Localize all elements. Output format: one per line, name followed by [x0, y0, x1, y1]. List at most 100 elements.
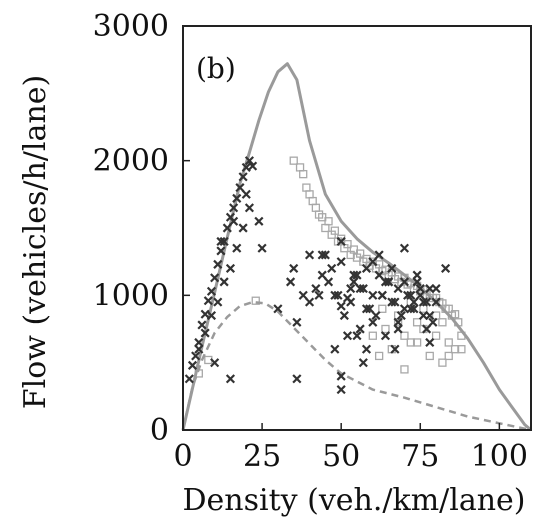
- cross-stroke: [304, 250, 315, 260]
- cross-stroke: [184, 374, 194, 384]
- cross-stroke: [213, 297, 223, 307]
- square-marker: [412, 338, 422, 347]
- cross-marker: [327, 263, 337, 273]
- square-marker: [251, 296, 260, 305]
- cross-marker: [406, 290, 416, 300]
- cross-marker: [232, 193, 242, 203]
- cross-marker: [380, 331, 391, 341]
- cross-stroke: [298, 290, 308, 300]
- cross-marker: [304, 297, 315, 307]
- cross-marker: [415, 290, 425, 300]
- cross-marker: [244, 156, 255, 166]
- axes-frame: [182, 25, 532, 431]
- cross-marker: [244, 203, 255, 213]
- cross-stroke: [418, 297, 429, 307]
- cross-marker: [346, 297, 356, 307]
- cross-marker: [361, 344, 372, 354]
- cross-marker: [380, 277, 391, 287]
- cross-marker: [248, 161, 258, 171]
- square-marker: [305, 190, 314, 199]
- cross-stroke: [422, 297, 432, 307]
- cross-marker: [229, 203, 239, 213]
- cross-marker: [225, 263, 236, 273]
- cross-stroke: [412, 270, 422, 280]
- cross-stroke: [377, 290, 387, 300]
- cross-stroke: [399, 243, 410, 253]
- cross-marker: [393, 317, 403, 327]
- cross-stroke: [412, 277, 422, 287]
- cross-marker: [336, 301, 346, 311]
- cross-stroke: [384, 277, 394, 287]
- cross-stroke: [285, 277, 296, 287]
- cross-marker: [336, 385, 346, 395]
- square-marker: [393, 272, 403, 281]
- cross-marker: [431, 297, 441, 307]
- cross-stroke: [219, 277, 229, 287]
- square-marker: [311, 203, 321, 212]
- cross-marker: [418, 297, 429, 307]
- cross-marker: [323, 277, 334, 287]
- cross-marker: [216, 236, 226, 247]
- cross-marker: [368, 290, 378, 300]
- cross-marker: [194, 344, 204, 354]
- cross-marker: [371, 310, 381, 321]
- cross-stroke: [336, 371, 346, 381]
- cross-stroke: [330, 344, 340, 354]
- cross-marker: [422, 324, 432, 334]
- cross-marker: [425, 284, 435, 294]
- cross-marker: [361, 304, 372, 314]
- cross-marker: [422, 297, 432, 307]
- cross-marker: [390, 344, 400, 354]
- cross-marker: [355, 284, 365, 294]
- cross-stroke: [206, 286, 217, 296]
- x-tick-label: 100: [471, 439, 528, 474]
- cross-stroke: [206, 310, 217, 321]
- cross-marker: [225, 374, 236, 384]
- cross-marker: [355, 324, 365, 334]
- cross-marker: [415, 284, 425, 294]
- cross-stroke: [232, 193, 242, 203]
- x-tick-label: 0: [173, 439, 192, 474]
- cross-stroke: [197, 320, 207, 330]
- cross-stroke: [361, 304, 372, 314]
- square-marker: [444, 351, 453, 361]
- cross-stroke: [333, 290, 343, 300]
- cross-stroke: [346, 284, 356, 294]
- cross-marker: [441, 263, 451, 273]
- cross-marker: [349, 277, 359, 287]
- cross-stroke: [352, 270, 362, 280]
- square-marker: [406, 338, 415, 347]
- cross-stroke: [387, 297, 397, 307]
- cross-marker: [349, 270, 359, 280]
- cross-stroke: [225, 263, 236, 273]
- cross-marker: [406, 304, 416, 314]
- cross-stroke: [336, 301, 346, 311]
- cross-marker: [206, 310, 217, 321]
- square-marker: [457, 345, 466, 354]
- cross-marker: [374, 270, 384, 280]
- cross-marker: [377, 290, 387, 300]
- square-marker: [412, 318, 422, 327]
- cross-stroke: [210, 273, 220, 283]
- cross-marker: [412, 270, 422, 280]
- cross-stroke: [292, 317, 302, 327]
- cross-marker: [222, 223, 232, 233]
- square-marker: [299, 169, 308, 179]
- cross-stroke: [194, 344, 204, 354]
- cross-marker: [213, 259, 223, 269]
- cross-stroke: [210, 358, 220, 368]
- cross-stroke: [358, 358, 368, 368]
- cross-stroke: [415, 290, 425, 300]
- cross-stroke: [314, 290, 324, 300]
- square-marker: [378, 304, 387, 313]
- cross-stroke: [352, 331, 362, 341]
- cross-stroke: [409, 297, 419, 307]
- cross-stroke: [425, 284, 435, 294]
- cross-stroke: [229, 203, 239, 213]
- cross-stroke: [431, 297, 441, 307]
- cross-marker: [330, 290, 340, 300]
- cross-stroke: [232, 243, 242, 253]
- cross-marker: [235, 183, 245, 193]
- cross-stroke: [229, 216, 239, 226]
- square-marker: [450, 345, 460, 354]
